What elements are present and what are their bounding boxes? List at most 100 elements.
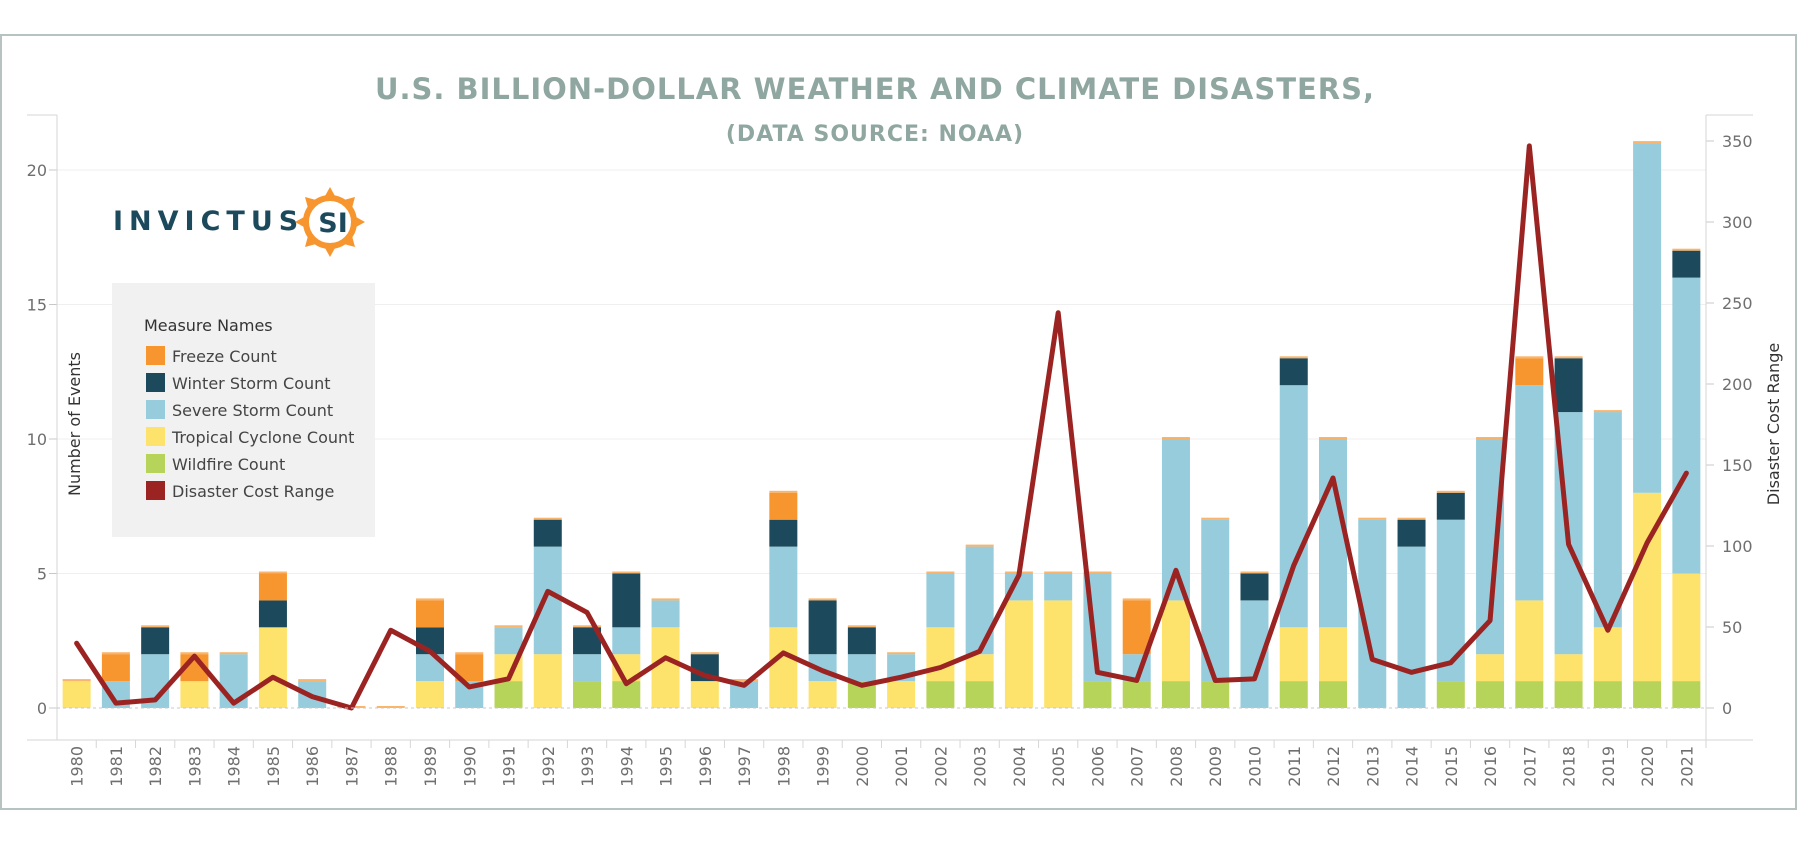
bar-winter-storm-count-1985: [258, 600, 287, 628]
bar-tropical-cyclone-count-1996: [690, 681, 719, 708]
sun-icon: SI: [295, 187, 365, 257]
legend-item-label: Severe Storm Count: [172, 401, 333, 420]
bar-cap-1982: [141, 625, 170, 628]
x-tick-label: 2000: [853, 746, 872, 787]
bar-cap-2017: [1515, 356, 1544, 359]
chart-title: U.S. BILLION-DOLLAR WEATHER AND CLIMATE …: [375, 72, 1375, 106]
bar-cap-1996: [690, 652, 719, 655]
y2-tick-label: 300: [1722, 213, 1753, 232]
legend: Measure Names Freeze Count Winter Storm C…: [112, 283, 375, 537]
legend-swatch: [146, 427, 165, 446]
bar-tropical-cyclone-count-1995: [651, 627, 680, 708]
bar-severe-storm-count-1993: [573, 654, 602, 682]
y-tick-label: 0: [37, 699, 47, 718]
x-tick-label: 2004: [1010, 746, 1029, 787]
y2-tick-label: 0: [1722, 699, 1732, 718]
bar-cap-1985: [258, 571, 287, 574]
bar-winter-storm-count-1992: [533, 519, 562, 547]
bar-cap-2016: [1476, 437, 1505, 439]
bar-wildfire-count-2018: [1554, 681, 1583, 708]
bar-cap-1991: [494, 625, 523, 628]
bar-tropical-cyclone-count-1983: [180, 681, 209, 708]
bar-cap-2012: [1319, 437, 1348, 439]
bar-tropical-cyclone-count-2017: [1515, 600, 1544, 682]
bar-freeze-count-1989: [415, 600, 444, 628]
bar-cap-2006: [1083, 571, 1112, 574]
y-axis-label: Number of Events: [65, 352, 84, 496]
bar-freeze-count-1998: [769, 492, 798, 520]
x-tick-label: 1986: [303, 746, 322, 787]
x-tick-label: 1991: [500, 746, 519, 787]
bar-severe-storm-count-2019: [1593, 412, 1622, 628]
bar-cap-2002: [926, 571, 955, 574]
y2-axis-label: Disaster Cost Range: [1764, 343, 1783, 505]
logo-wordmark: INVICTUS: [113, 206, 304, 237]
x-tick-label: 2021: [1677, 746, 1696, 787]
legend-item-label: Freeze Count: [172, 347, 277, 366]
y2-tick-label: 50: [1722, 618, 1742, 637]
bar-severe-storm-count-1995: [651, 600, 680, 628]
bar-cap-2020: [1633, 141, 1662, 144]
bar-cap-1983: [180, 652, 209, 655]
bar-wildfire-count-1993: [573, 681, 602, 708]
x-tick-label: 2008: [1167, 746, 1186, 787]
legend-swatch: [146, 346, 165, 365]
bar-severe-storm-count-2020: [1633, 143, 1662, 493]
x-tick-label: 1995: [657, 746, 676, 787]
bar-freeze-count-2017: [1515, 358, 1544, 386]
bar-winter-storm-count-2000: [847, 627, 876, 655]
bar-severe-storm-count-2015: [1436, 519, 1465, 682]
x-tick-label: 2005: [1049, 746, 1068, 787]
bar-cap-2011: [1279, 356, 1308, 359]
bar-wildfire-count-1991: [494, 681, 523, 708]
bar-cap-1989: [415, 598, 444, 601]
x-tick-label: 2013: [1363, 746, 1382, 787]
x-tick-label: 1996: [696, 746, 715, 787]
x-tick-label: 2007: [1128, 746, 1147, 787]
bar-tropical-cyclone-count-2011: [1279, 627, 1308, 682]
bar-cap-1990: [455, 652, 484, 655]
cost-line: [74, 143, 1689, 711]
bar-freeze-count-1985: [258, 573, 287, 601]
x-tick-label: 1994: [617, 746, 636, 787]
y-tick-label: 20: [27, 161, 47, 180]
bar-wildfire-count-2007: [1122, 681, 1151, 708]
y2-tick-label: 200: [1722, 375, 1753, 394]
bar-cap-2014: [1397, 517, 1426, 520]
legend-item-label: Disaster Cost Range: [172, 482, 334, 501]
bar-cap-1997: [730, 679, 759, 682]
x-tick-label: 1984: [225, 746, 244, 787]
x-tick-label: 2011: [1285, 746, 1304, 787]
bar-cap-2015: [1436, 490, 1465, 493]
legend-swatch: [146, 373, 165, 392]
x-tick-label: 2002: [931, 746, 950, 787]
x-tick-label: 2019: [1599, 746, 1618, 787]
x-tick-label: 2020: [1638, 746, 1657, 787]
bar-cap-1998: [769, 490, 798, 493]
legend-item-label: Wildfire Count: [172, 455, 285, 474]
bar-tropical-cyclone-count-2005: [1044, 600, 1073, 708]
x-tick-label: 2001: [892, 746, 911, 787]
bar-tropical-cyclone-count-1999: [808, 681, 837, 708]
bar-winter-storm-count-2018: [1554, 358, 1583, 413]
x-tick-label: 1981: [107, 746, 126, 787]
bar-wildfire-count-2011: [1279, 681, 1308, 708]
bar-cap-1984: [219, 652, 248, 655]
bar-cap-2013: [1358, 517, 1387, 520]
x-tick-label: 2015: [1442, 746, 1461, 787]
bar-cap-1999: [808, 598, 837, 601]
bar-cap-2005: [1044, 571, 1073, 574]
logo-mark: SI: [318, 208, 348, 239]
x-tick-label: 1997: [735, 746, 754, 787]
y-tick-label: 15: [27, 296, 47, 315]
bar-severe-storm-count-2002: [926, 573, 955, 628]
bar-wildfire-count-2017: [1515, 681, 1544, 708]
x-tick-label: 2012: [1324, 746, 1343, 787]
bar-cap-2008: [1161, 437, 1190, 439]
x-tick-label: 2010: [1245, 746, 1264, 787]
invictus-logo: INVICTUS SI: [113, 187, 365, 257]
bar-severe-storm-count-2003: [965, 546, 994, 655]
x-tick-label: 2009: [1206, 746, 1225, 787]
bar-tropical-cyclone-count-2003: [965, 654, 994, 682]
